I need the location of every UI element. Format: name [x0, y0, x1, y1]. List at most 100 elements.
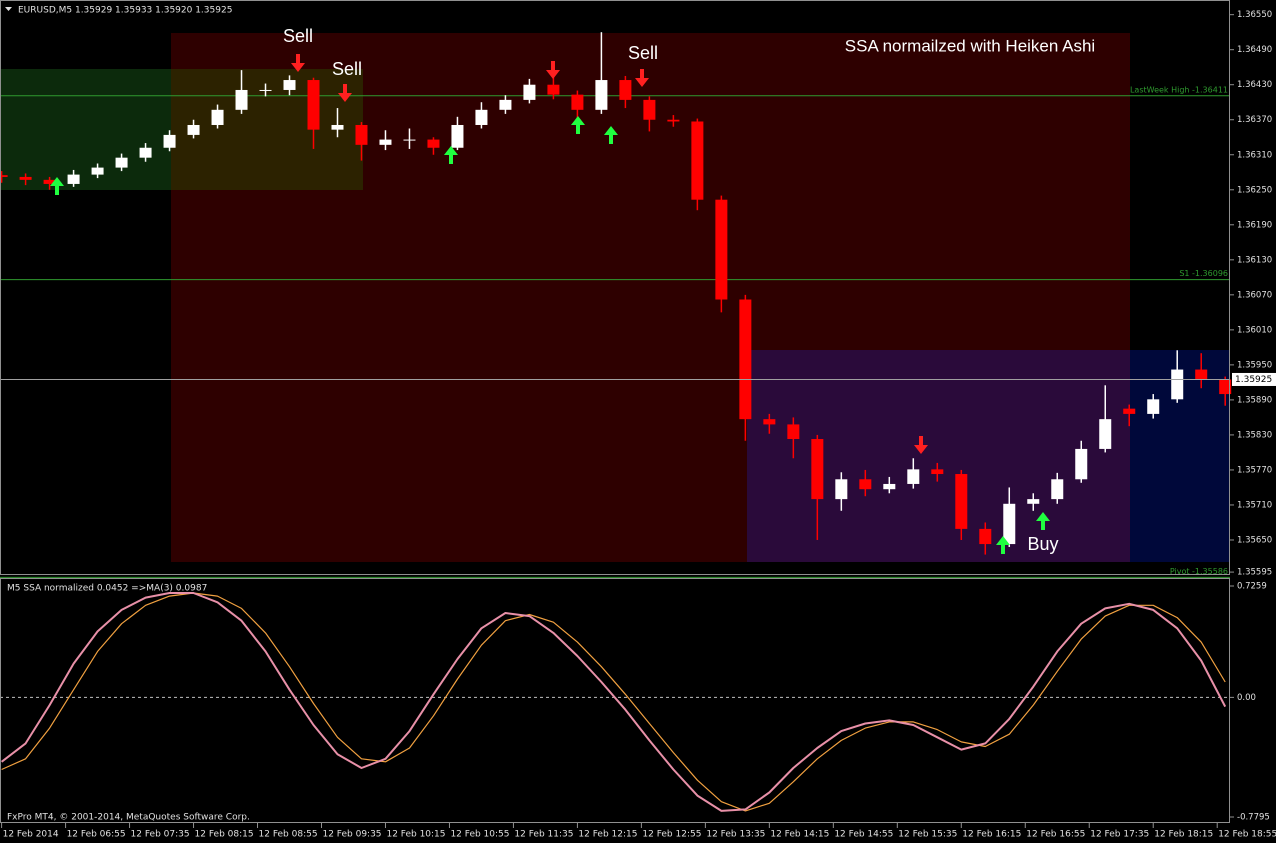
price-box-label: 1.35925 — [1235, 375, 1272, 385]
candle-body — [955, 474, 968, 529]
candle-body — [259, 89, 272, 91]
candle-body — [1003, 503, 1016, 545]
x-tick-label: 12 Feb 14:55 — [834, 830, 893, 840]
x-tick-label: 12 Feb 2014 — [3, 830, 59, 840]
y-tick-label: 1.36190 — [1237, 220, 1272, 230]
level-label: LastWeek High -1.36411 — [1130, 85, 1228, 94]
candle-body — [619, 80, 632, 100]
candle-body — [1075, 448, 1088, 480]
x-tick-label: 12 Feb 10:55 — [450, 830, 509, 840]
candle-body — [355, 124, 368, 145]
y-tick-label: -0.7795 — [1237, 813, 1270, 823]
candle-body — [91, 167, 104, 175]
candle-body — [571, 94, 584, 110]
footer: FxPro MT4, © 2001-2014, MetaQuotes Softw… — [7, 813, 250, 823]
x-tick-label: 12 Feb 09:35 — [322, 830, 381, 840]
candle-body — [307, 80, 320, 130]
x-tick-label: 12 Feb 13:35 — [706, 830, 765, 840]
candle-body — [1027, 499, 1040, 504]
candle-body — [1147, 399, 1160, 414]
candle-body — [883, 483, 896, 490]
candle-body — [235, 89, 248, 110]
x-tick-label: 12 Feb 14:15 — [770, 830, 829, 840]
y-tick-label: 1.35770 — [1237, 465, 1272, 475]
candle-body — [451, 124, 464, 148]
candle-body — [211, 109, 224, 125]
price-panel: LastWeek High -1.36411 S1 -1.36096 Pivot -… — [0, 32, 1232, 578]
x-tick-label: 12 Feb 18:15 — [1154, 830, 1213, 840]
annotation: Sell — [332, 59, 362, 79]
candle-body — [379, 139, 392, 145]
x-tick-label: 12 Feb 15:35 — [898, 830, 957, 840]
candle-body — [403, 139, 416, 141]
candle-body — [667, 119, 680, 122]
candle-body — [139, 147, 152, 158]
candle-body — [595, 80, 608, 110]
x-tick-label: 12 Feb 12:55 — [642, 830, 701, 840]
y-tick-label: 1.35595 — [1237, 568, 1272, 578]
y-tick-label: 1.35830 — [1237, 430, 1272, 440]
y-tick-label: 1.35710 — [1237, 500, 1272, 510]
y-tick-label: 1.36370 — [1237, 115, 1272, 125]
candle-body — [163, 134, 176, 148]
candle-body — [475, 109, 488, 125]
candle-body — [115, 157, 128, 168]
y-tick-label: 1.36130 — [1237, 255, 1272, 265]
candle-body — [787, 424, 800, 440]
zone — [171, 69, 363, 190]
candle-body — [691, 121, 704, 200]
candle-body — [43, 179, 56, 184]
x-tick-label: 12 Feb 17:35 — [1090, 830, 1149, 840]
candle-body — [19, 176, 32, 180]
candle-body — [1123, 408, 1136, 414]
candle-body — [523, 84, 536, 100]
zone — [747, 350, 1130, 562]
x-tick-label: 12 Feb 18:55 — [1218, 830, 1276, 840]
x-tick-label: 12 Feb 12:15 — [578, 830, 637, 840]
candle-body — [835, 479, 848, 500]
y-tick-label: 1.36490 — [1237, 45, 1272, 55]
x-tick-label: 12 Feb 16:55 — [1026, 830, 1085, 840]
candle-body — [547, 84, 560, 95]
x-tick-label: 12 Feb 08:15 — [195, 830, 254, 840]
indicator-panel — [0, 592, 1230, 812]
y-tick-label: 1.36250 — [1237, 185, 1272, 195]
y-tick-label: 1.35890 — [1237, 395, 1272, 405]
candle-body — [1195, 369, 1208, 380]
candle-body — [427, 139, 440, 148]
candle-body — [907, 469, 920, 484]
candle-body — [715, 199, 728, 300]
indicator-line — [1, 592, 1226, 812]
panel-border — [0, 578, 1230, 823]
candle-body — [331, 124, 344, 130]
x-tick-label: 12 Feb 16:15 — [962, 830, 1021, 840]
candle-body — [931, 469, 944, 475]
y-tick-label: 1.36430 — [1237, 80, 1272, 90]
candle-body — [763, 419, 776, 425]
x-tick-label: 12 Feb 06:55 — [67, 830, 126, 840]
candle-body — [187, 124, 200, 135]
panel-border — [0, 0, 1230, 575]
candle-body — [1099, 419, 1112, 449]
menu-icon — [5, 7, 12, 11]
level-label: Pivot -1.35586 — [1170, 567, 1228, 576]
x-tick-label: 12 Feb 11:35 — [514, 830, 573, 840]
chart-title: EURUSD,M5 1.35929 1.35933 1.35920 1.3592… — [18, 6, 232, 16]
y-tick-label: 1.36010 — [1237, 325, 1272, 335]
y-tick-label: 1.36550 — [1237, 10, 1272, 20]
x-tick-label: 12 Feb 10:15 — [386, 830, 445, 840]
candle-body — [1171, 369, 1184, 400]
candle-body — [0, 175, 8, 177]
candle-body — [67, 174, 80, 184]
indicator-title: M5 SSA normalized 0.0452 =>MA(3) 0.0987 — [7, 584, 207, 594]
y-tick-label: 0.7259 — [1237, 582, 1267, 592]
annotation: Sell — [628, 43, 658, 63]
candle-body — [499, 99, 512, 110]
y-tick-label: 1.35950 — [1237, 360, 1272, 370]
candle-body — [811, 439, 824, 500]
candle-body — [283, 80, 296, 90]
candle-body — [1219, 379, 1232, 395]
indicator-line — [0, 592, 1227, 812]
annotation: Buy — [1027, 534, 1058, 554]
